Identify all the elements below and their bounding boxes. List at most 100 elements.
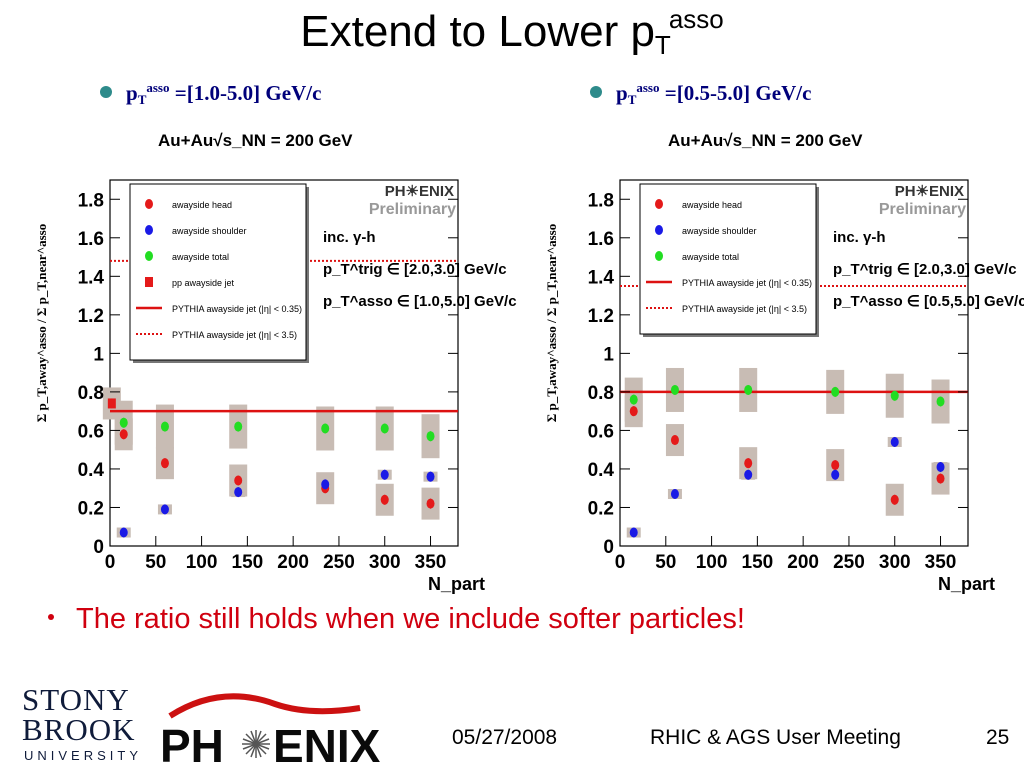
legend-label: awayside head — [172, 200, 232, 210]
y-tick-label: 0.6 — [588, 421, 614, 442]
y-tick-label: 1.2 — [588, 306, 614, 327]
legend-swatch — [655, 251, 663, 261]
shoulder-point — [160, 504, 169, 515]
bullet-dot — [48, 614, 54, 620]
shoulder-point — [936, 462, 945, 473]
svg-text:ENIX: ENIX — [273, 720, 381, 768]
y-tick-label: 1.2 — [78, 306, 104, 327]
y-tick-label: 1.8 — [588, 190, 614, 211]
bullet-p: p — [616, 81, 628, 105]
legend-swatch — [655, 199, 663, 209]
legend-label: PYTHIA awayside jet (|η| < 0.35) — [172, 304, 302, 314]
legend-swatch — [145, 251, 153, 261]
head-point — [744, 458, 753, 469]
bullet-p: p — [126, 81, 138, 105]
plot-frame — [619, 179, 969, 547]
title-main: Extend to Lower p — [300, 7, 655, 56]
y-tick-label: 0.6 — [78, 421, 104, 442]
footer-meeting: RHIC & AGS User Meeting — [650, 726, 901, 749]
shoulder-point — [744, 469, 753, 480]
x-tick-label: 300 — [369, 552, 401, 573]
x-tick-label: 150 — [232, 552, 264, 573]
shoulder-point — [321, 479, 330, 490]
legend-label: PYTHIA awayside jet (|η| < 3.5) — [682, 304, 807, 314]
shoulder-point — [670, 488, 679, 499]
total-point — [629, 394, 638, 405]
total-point — [160, 421, 169, 432]
bullet-dot — [100, 86, 112, 98]
phenix-logo: PH ENIX — [160, 686, 410, 768]
head-point — [119, 429, 128, 440]
legend-swatch — [145, 277, 153, 287]
chart-left: Au+Au√s_NN = 200 GeV Σ p_T,away^asso / Σ … — [34, 131, 517, 594]
x-tick-label: 50 — [655, 552, 676, 573]
plot-frame — [109, 179, 459, 547]
head-point — [670, 435, 679, 446]
legend-label: awayside total — [172, 252, 229, 262]
y-tick-label: 1.8 — [78, 190, 104, 211]
conclusion-text: The ratio still holds when we include so… — [76, 603, 745, 635]
watermark-preliminary: Preliminary — [369, 201, 456, 218]
slide-title: Extend to Lower pTasso — [0, 4, 1024, 61]
bullet-sub: T — [627, 92, 637, 107]
shoulder-point — [831, 469, 840, 480]
shoulder-point — [629, 527, 638, 538]
footer-date: 05/27/2008 — [452, 726, 558, 749]
legend-swatch — [145, 199, 153, 209]
y-tick-label: 0.2 — [78, 498, 104, 519]
total-point — [936, 396, 945, 407]
legend-box — [129, 183, 307, 361]
head-point — [380, 494, 389, 505]
total-point — [426, 431, 435, 442]
annotation-text: inc. γ-h — [833, 229, 886, 246]
head-point — [890, 494, 899, 505]
logo-line3: UNIVERSITY — [24, 748, 143, 763]
head-point — [234, 475, 243, 486]
legend-label: PYTHIA awayside jet (|η| < 0.35) — [682, 278, 812, 288]
bullet-sup: asso — [146, 80, 170, 95]
y-tick-label: 0.4 — [78, 460, 105, 481]
total-point — [234, 421, 243, 432]
total-point — [744, 384, 753, 395]
chart-top-label: Au+Au√s_NN = 200 GeV — [668, 131, 863, 150]
y-tick-label: 0.4 — [588, 460, 615, 481]
legend-label: pp awayside jet — [172, 278, 235, 288]
x-tick-label: 350 — [925, 552, 957, 573]
x-tick-label: 200 — [787, 552, 819, 573]
legend-label: awayside head — [682, 200, 742, 210]
chart-panel-left: Au+Au√s_NN = 200 GeV Σ p_T,away^asso / Σ … — [18, 120, 517, 610]
x-tick-label: 100 — [696, 552, 728, 573]
chart-panel-right: Au+Au√s_NN = 200 GeV Σ p_T,away^asso / Σ … — [528, 120, 1024, 610]
y-tick-label: 1.4 — [78, 267, 105, 288]
x-tick-label: 0 — [105, 552, 116, 573]
head-point — [160, 458, 169, 469]
x-tick-label: 100 — [186, 552, 218, 573]
x-axis-label: N_part — [938, 574, 995, 594]
legend-box — [639, 183, 817, 335]
legend: awayside head awayside shoulder awayside t… — [639, 183, 819, 337]
x-axis-label: N_part — [428, 574, 485, 594]
shoulder-point — [890, 436, 899, 447]
annotation-text: p_T^trig ∈ [2.0,3.0] GeV/c — [323, 261, 507, 278]
shoulder-point — [234, 487, 243, 498]
legend-label: awayside shoulder — [172, 226, 247, 236]
conclusion-bullet: The ratio still holds when we include so… — [48, 603, 745, 636]
annotation-text: p_T^asso ∈ [1.0,5.0] GeV/c — [323, 293, 517, 310]
pp-jet-point — [107, 398, 116, 409]
y-tick-label: 1 — [93, 344, 104, 365]
head-point — [629, 406, 638, 417]
title-sub: T — [654, 30, 671, 60]
x-tick-label: 200 — [277, 552, 309, 573]
bullet-range: =[0.5-5.0] GeV/c — [659, 81, 812, 105]
y-tick-label: 1.4 — [588, 267, 615, 288]
y-tick-label: 1.6 — [588, 229, 614, 250]
x-tick-label: 150 — [742, 552, 774, 573]
shoulder-point — [426, 471, 435, 482]
chart-top-label: Au+Au√s_NN = 200 GeV — [158, 131, 353, 150]
y-tick-label: 0 — [603, 537, 614, 558]
head-point — [831, 460, 840, 471]
y-tick-label: 1.6 — [78, 229, 104, 250]
footer-page-number: 25 — [986, 726, 1010, 749]
y-tick-label: 1 — [603, 344, 614, 365]
annotation-text: inc. γ-h — [323, 229, 376, 246]
